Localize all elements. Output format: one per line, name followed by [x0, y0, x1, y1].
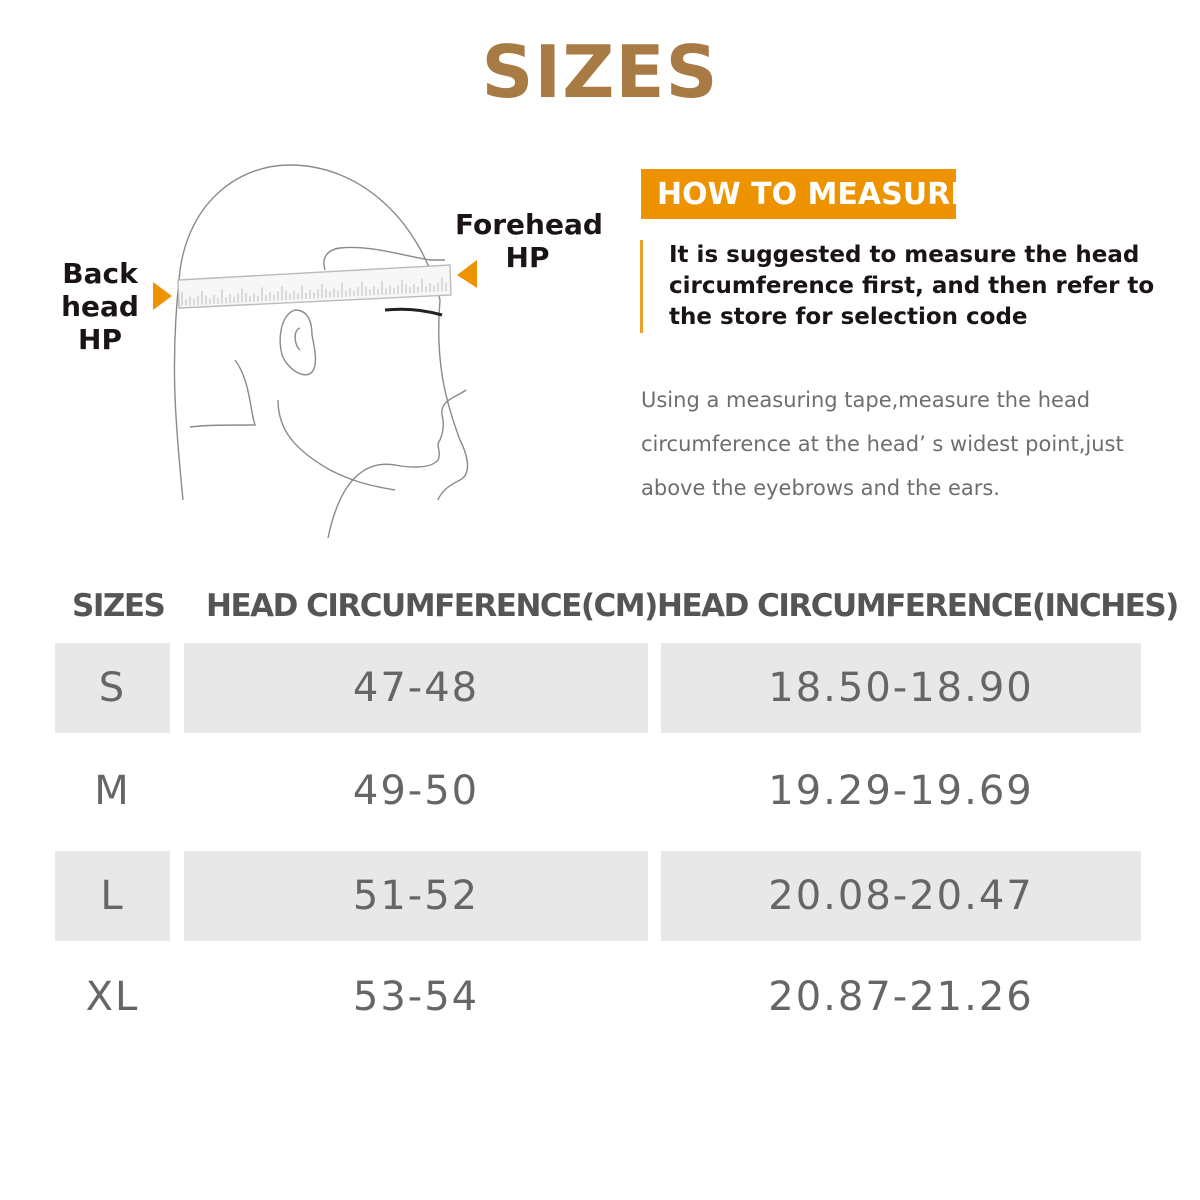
forehead-arrow-icon — [457, 260, 477, 288]
suggestion-text: It is suggested to measure the head circ… — [640, 240, 1160, 333]
cell-size: M — [94, 768, 131, 814]
cell-size: XL — [85, 974, 140, 1020]
back-arrow-icon — [153, 282, 172, 310]
hairline — [189, 359, 256, 428]
header-cm: HEAD CIRCUMFERENCE(CM) — [206, 588, 658, 624]
cell-cm: 49-50 — [352, 768, 480, 814]
cell-size: L — [55, 851, 170, 941]
back-label-line: head — [61, 290, 139, 323]
cell-cm: 47-48 — [184, 643, 648, 733]
forehead-label: Forehead HP — [455, 208, 603, 274]
cell-cm: 53-54 — [352, 974, 480, 1020]
how-to-measure-badge: HOW TO MEASURE — [641, 169, 971, 219]
back-label-line: Back — [62, 257, 138, 290]
forehead-label-line: Forehead — [455, 208, 603, 241]
forehead-fold — [323, 246, 445, 271]
forehead-label-line: HP — [505, 241, 550, 274]
head-measurement-illustration — [153, 164, 477, 539]
page-title: SIZES — [481, 30, 719, 114]
cell-size: S — [55, 643, 170, 733]
eyebrow — [384, 307, 443, 317]
cell-inches: 19.29-19.69 — [768, 768, 1034, 814]
measuring-tape — [177, 264, 452, 309]
neck-line — [277, 399, 396, 491]
cell-cm: 51-52 — [184, 851, 648, 941]
ear-icon — [279, 309, 317, 376]
back-head-label: Back head HP — [60, 257, 140, 356]
face-outline — [327, 389, 467, 539]
back-label-line: HP — [78, 323, 122, 356]
head-outline — [173, 164, 469, 501]
header-sizes: SIZES — [72, 588, 166, 624]
header-inches: HEAD CIRCUMFERENCE(INCHES) — [657, 588, 1179, 624]
cell-inches: 20.87-21.26 — [768, 974, 1034, 1020]
measure-description: Using a measuring tape,measure the head … — [641, 388, 1124, 500]
cell-inches: 20.08-20.47 — [661, 851, 1141, 941]
cell-inches: 18.50-18.90 — [661, 643, 1141, 733]
